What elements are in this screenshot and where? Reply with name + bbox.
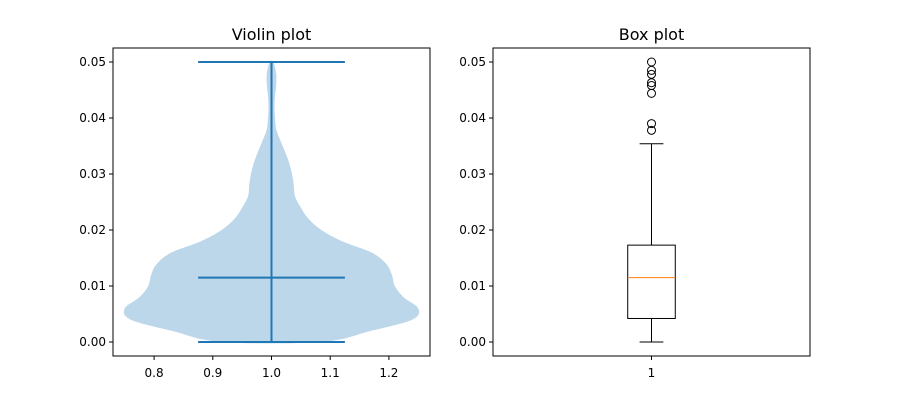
box-ytick-label: 0.00	[459, 335, 486, 349]
violin-ytick-label: 0.00	[79, 335, 106, 349]
box-ytick-label: 0.03	[459, 167, 486, 181]
box-outlier-point	[647, 69, 656, 79]
box-outlier-point	[647, 88, 656, 98]
violin-xtick-label: 1.1	[321, 366, 340, 380]
box-outlier-point	[647, 81, 656, 91]
box-ytick-label: 0.02	[459, 223, 486, 237]
violin-xtick-label: 1.2	[379, 366, 398, 380]
violin-xtick-label: 1.0	[262, 366, 281, 380]
box-plot-title: Box plot	[619, 25, 685, 44]
violin-ytick-label: 0.02	[79, 223, 106, 237]
box-ytick-label: 0.05	[459, 55, 486, 69]
violin-ytick-label: 0.01	[79, 279, 106, 293]
violin-xtick-label: 0.8	[145, 366, 164, 380]
box-plot-panel: Box plot 0.00 0.01 0.02 0.03 0.04 0.05 1	[459, 25, 811, 380]
violin-plot-panel: Violin plot 0.00 0.01 0.02 0.03 0.04 0.05 0.8 0…	[79, 25, 431, 380]
box-outlier-point	[647, 119, 656, 129]
box-outlier-point	[647, 125, 656, 135]
box-iqr-rect	[627, 244, 676, 319]
violin-ytick-label: 0.04	[79, 111, 106, 125]
box-ytick-label: 0.01	[459, 279, 486, 293]
violin-ytick-label: 0.03	[79, 167, 106, 181]
violin-ytick-label: 0.05	[79, 55, 106, 69]
box-ytick-label: 0.04	[459, 111, 486, 125]
violin-plot-title: Violin plot	[232, 25, 312, 44]
box-outlier-point	[647, 57, 656, 67]
violin-xtick-label: 0.9	[203, 366, 222, 380]
box-xtick-label: 1	[648, 366, 656, 380]
